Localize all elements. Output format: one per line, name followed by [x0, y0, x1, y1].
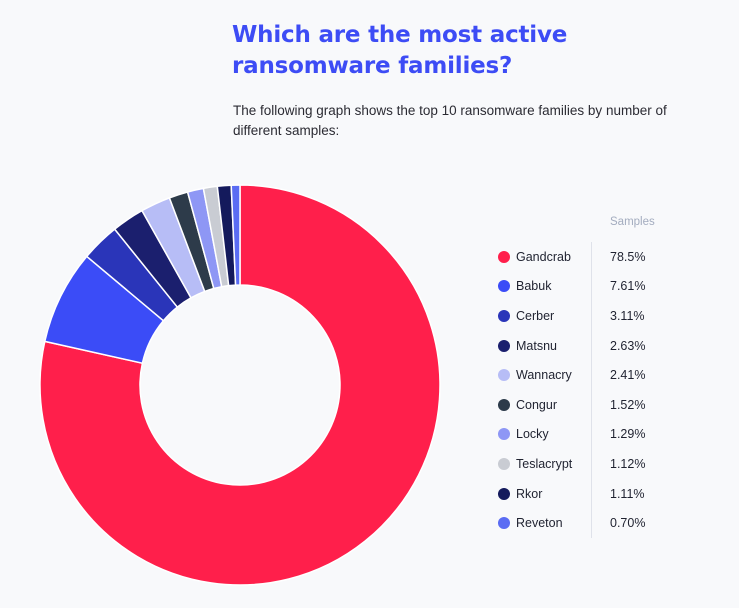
chart-legend: Gandcrab 78.5% Babuk 7.61% Cerber 3.11% Matsnu… [498, 242, 698, 538]
legend-label: Reveton [516, 516, 563, 531]
legend-item-babuk: Babuk 7.61% [498, 272, 698, 302]
legend-label: Locky [516, 427, 549, 442]
legend-item-cerber: Cerber 3.11% [498, 301, 698, 331]
legend-value: 1.11% [610, 486, 645, 501]
legend-swatch [498, 428, 510, 441]
legend-value: 7.61% [610, 279, 646, 294]
legend-swatch [498, 487, 510, 500]
legend-swatch [498, 339, 510, 352]
donut-chart [39, 184, 441, 586]
legend-item-locky: Locky 1.29% [498, 420, 698, 450]
legend-value: 1.29% [610, 427, 646, 442]
legend-swatch [498, 517, 510, 530]
legend-swatch [498, 398, 510, 411]
legend-item-wannacry: Wannacry 2.41% [498, 360, 698, 390]
legend-label: Gandcrab [516, 249, 571, 264]
legend-value: 3.11% [610, 308, 645, 323]
legend-item-matsnu: Matsnu 2.63% [498, 331, 698, 361]
legend-header: Samples [610, 216, 655, 228]
donut-slice-reveton [230, 184, 241, 286]
legend-swatch [498, 457, 510, 470]
legend-value: 1.52% [610, 397, 646, 412]
legend-label: Matsnu [516, 338, 557, 353]
legend-value: 2.41% [610, 368, 646, 383]
legend-label: Teslacrypt [516, 456, 573, 471]
legend-label: Congur [516, 397, 557, 412]
legend-label: Cerber [516, 308, 555, 323]
donut-slice-gandcrab [39, 184, 441, 586]
legend-value: 1.12% [610, 456, 646, 471]
legend-value: 2.63% [610, 338, 646, 353]
legend-value: 78.5% [610, 249, 646, 264]
legend-item-teslacrypt: Teslacrypt 1.12% [498, 449, 698, 479]
legend-swatch [498, 309, 510, 322]
legend-label: Babuk [516, 279, 552, 294]
legend-swatch [498, 280, 510, 293]
legend-divider [591, 242, 592, 538]
legend-item-congur: Congur 1.52% [498, 390, 698, 420]
legend-label: Wannacry [516, 368, 572, 383]
page-subtitle: The following graph shows the top 10 ran… [233, 103, 667, 138]
page-title: Which are the most active ransomware fam… [232, 22, 568, 79]
legend-swatch [498, 250, 510, 263]
legend-item-gandcrab: Gandcrab 78.5% [498, 242, 698, 272]
legend-item-rkor: Rkor 1.11% [498, 479, 698, 509]
legend-label: Rkor [516, 486, 543, 501]
legend-value: 0.70% [610, 516, 646, 531]
legend-swatch [498, 369, 510, 382]
legend-item-reveton: Reveton 0.70% [498, 508, 698, 538]
